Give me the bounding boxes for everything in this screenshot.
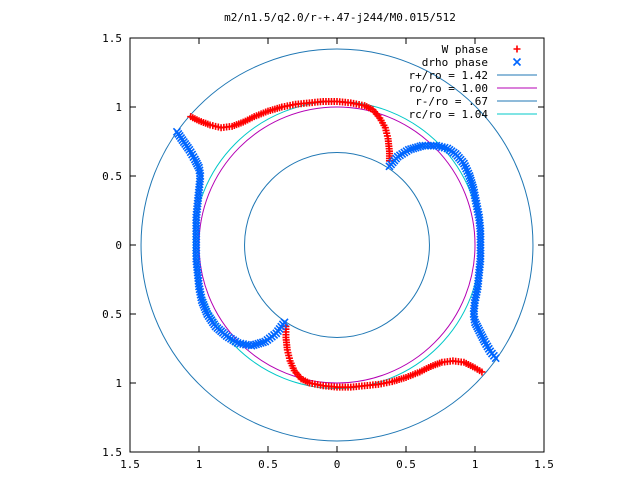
data-point-1-0-24 (440, 143, 449, 152)
y-tick-label: 1.5 (102, 446, 122, 459)
data-point-1-1-109 (280, 318, 289, 327)
data-point-1-1-98 (258, 338, 268, 347)
data-point-1-1-95 (251, 340, 261, 349)
data-point-1-0-39 (465, 171, 474, 181)
y-tick-label: 0.5 (102, 170, 122, 183)
y-tick-label: 1.5 (102, 32, 122, 45)
data-point-1-0-40 (466, 174, 475, 183)
x-tick-label: 1 (196, 458, 203, 471)
data-point-1-0-12 (409, 144, 418, 153)
legend-label: W phase (442, 43, 488, 56)
x-tick-label: 1.5 (534, 458, 554, 471)
data-point-1-0-14 (413, 142, 423, 152)
y-tick-label: 0 (115, 239, 122, 252)
circle-0 (140, 48, 534, 442)
legend-label: r-/ro = .67 (415, 95, 488, 108)
data-point-1-1-66 (198, 298, 207, 307)
data-point-1-1-96 (254, 339, 263, 348)
legend-label: ro/ro = 1.00 (409, 82, 488, 95)
y-tick-label: 1 (115, 101, 122, 114)
legend-label: r+/ro = 1.42 (409, 69, 488, 82)
data-point-1-0-41 (466, 176, 475, 185)
data-point-1-1-67 (199, 300, 208, 309)
x-tick-label: 0.5 (396, 458, 416, 471)
data-point-1-0-13 (411, 143, 420, 152)
y-tick-label: 1 (115, 377, 122, 390)
x-tick-label: 1.5 (120, 458, 140, 471)
chart-title: m2/n1.5/q2.0/r-+.47-j244/M0.015/512 (224, 11, 456, 24)
data-point-1-0-10 (404, 145, 413, 154)
data-point-1-1-97 (256, 338, 265, 348)
data-point-1-1-94 (249, 340, 258, 350)
data-point-1-0-42 (467, 178, 476, 187)
x-tick-label: 0.5 (258, 458, 278, 471)
data-point-1-1-93 (247, 341, 256, 350)
legend-label: rc/ro = 1.04 (409, 108, 489, 121)
data-point-1-0-11 (406, 145, 416, 154)
y-tick-label: 0.5 (102, 308, 122, 321)
data-point-1-0-92 (470, 315, 479, 324)
data-point-1-0-109 (491, 354, 500, 363)
x-tick-label: 1 (472, 458, 479, 471)
data-point-1-1-70 (202, 307, 211, 316)
legend-marker-1 (512, 57, 522, 67)
data-point-1-1-68 (200, 303, 209, 312)
legend-label: drho phase (422, 56, 488, 69)
x-tick-label: 0 (334, 458, 341, 471)
data-markers (172, 97, 500, 391)
data-point-1-0-43 (468, 181, 477, 190)
axis-ticks: 1.5 1 0.5 0 0.5 1 1.51.510.500.511.5 (102, 32, 554, 471)
data-point-1-1-65 (197, 296, 206, 305)
circle-2 (244, 152, 430, 338)
data-point-1-1-69 (201, 305, 210, 314)
legend-marker-0 (513, 45, 521, 53)
